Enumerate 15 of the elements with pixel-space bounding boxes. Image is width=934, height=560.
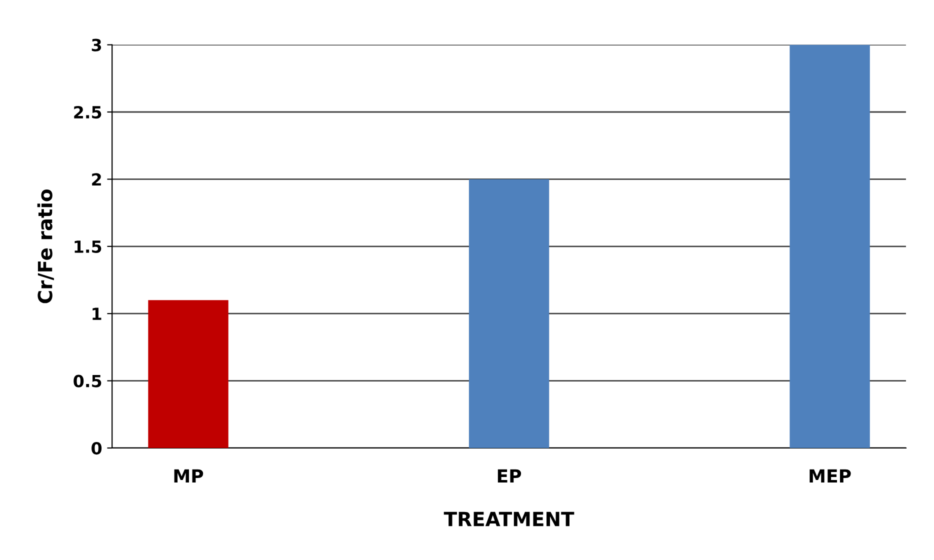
x-axis-title: TREATMENT (444, 512, 574, 526)
y-tick-label: 3 (92, 38, 102, 52)
bar (468, 179, 550, 448)
x-tick-label: EP (498, 469, 522, 483)
y-tick-label: 1 (92, 308, 102, 320)
x-tick-label: MEP (810, 469, 851, 483)
y-tick-label: 2.5 (74, 106, 102, 119)
x-tick-label: MP (174, 469, 204, 483)
y-axis-title: Cr/Fe ratio (37, 190, 54, 304)
bar (148, 300, 228, 448)
bar (790, 44, 870, 448)
y-tick-label: 2 (92, 173, 101, 186)
y-tick-label: 1.5 (74, 240, 102, 253)
y-tick-label: 0 (92, 442, 102, 455)
y-tick-label: 0.5 (74, 374, 102, 388)
